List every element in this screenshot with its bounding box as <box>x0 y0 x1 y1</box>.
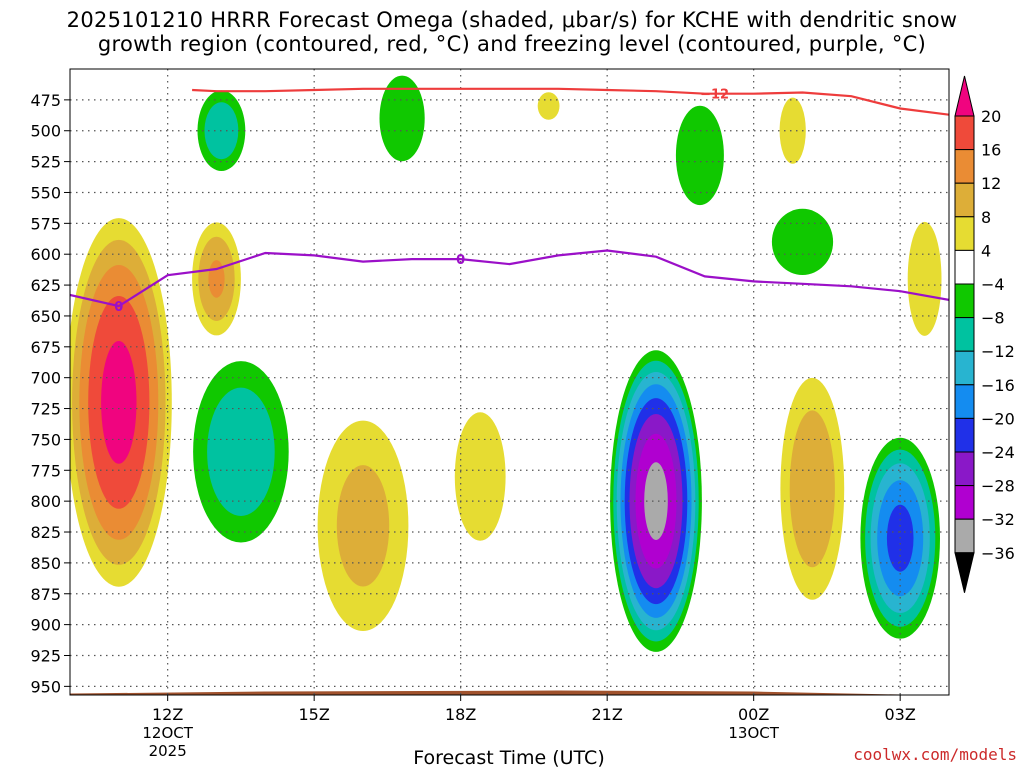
colorbar-label-0: 20 <box>981 107 1001 126</box>
colorbar-bin-11 <box>954 451 975 487</box>
x-tick-label-21: 21Z <box>592 705 623 724</box>
y-tick-label-800: 800 <box>30 492 61 511</box>
dgz-minus12c-line <box>192 87 949 116</box>
omega-region-2-level-3 <box>208 260 225 298</box>
colorbar-bin-12 <box>954 485 975 520</box>
colorbar-label-10: −24 <box>981 443 1015 462</box>
chart-title-line-2: growth region (contoured, red, °C) and f… <box>97 32 927 56</box>
y-tick-label-575: 575 <box>30 214 61 233</box>
colorbar-label-9: −20 <box>981 409 1015 428</box>
dgz-minus12c-line-label-0: −12 <box>700 88 729 103</box>
x-axis-label: Forecast Time (UTC) <box>413 747 604 768</box>
y-tick-label-750: 750 <box>30 430 61 449</box>
omega-region-8-level-1 <box>779 97 806 164</box>
y-tick-label-600: 600 <box>30 245 61 264</box>
omega-region-4-level-1 <box>454 412 506 541</box>
y-tick-label-475: 475 <box>30 91 61 110</box>
omega-region-11-level-2 <box>207 387 275 516</box>
omega-region-15-level-1 <box>771 208 834 275</box>
freezing-level-0c-line <box>70 249 949 308</box>
y-tick-label-875: 875 <box>30 585 61 604</box>
colorbar-bin-10 <box>954 417 975 453</box>
x-tick-label-24: 00Z <box>738 705 769 724</box>
colorbar-label-13: −36 <box>981 544 1015 563</box>
x-tick-label-18: 18Z <box>445 705 476 724</box>
y-tick-label-725: 725 <box>30 400 61 419</box>
colorbar-label-8: −16 <box>981 376 1015 395</box>
omega-region-12-level-1 <box>379 75 425 162</box>
omega-region-9-level-8 <box>644 462 668 540</box>
colorbar-bin-13 <box>954 518 975 554</box>
plot-frame <box>69 68 950 696</box>
omega-region-7-level-1 <box>907 221 942 336</box>
y-tick-label-825: 825 <box>30 523 61 542</box>
y-tick-label-625: 625 <box>30 276 61 295</box>
colorbar-label-7: −12 <box>981 342 1015 361</box>
x-tick-sublabel-24-0: 13OCT <box>728 724 779 742</box>
omega-region-3-level-2 <box>336 465 390 587</box>
omega-region-6-level-2 <box>789 410 835 568</box>
colorbar-bin-8 <box>954 350 975 386</box>
x-tick-label-12: 12Z <box>152 705 183 724</box>
y-tick-label-950: 950 <box>30 677 61 696</box>
terrain-ground <box>70 690 949 695</box>
x-tick-label-15: 15Z <box>299 705 330 724</box>
y-tick-label-925: 925 <box>30 646 61 665</box>
colorbar-bin-9 <box>954 384 975 419</box>
colorbar-label-3: 8 <box>981 208 991 227</box>
y-tick-label-900: 900 <box>30 616 61 635</box>
colorbar-label-5: −4 <box>981 275 1005 294</box>
colorbar-bin-6 <box>954 283 975 319</box>
colorbar-bin-5 <box>954 249 975 285</box>
y-tick-label-525: 525 <box>30 153 61 172</box>
x-tick-sublabel-12-0: 12OCT <box>142 724 193 742</box>
colorbar-top-arrow <box>954 75 975 117</box>
colorbar-label-6: −8 <box>981 309 1005 328</box>
y-tick-label-675: 675 <box>30 338 61 357</box>
y-tick-label-700: 700 <box>30 369 61 388</box>
omega-region-14-level-1 <box>675 105 724 206</box>
y-tick-label-775: 775 <box>30 461 61 480</box>
omega-region-1-level-5 <box>101 341 137 464</box>
contour-lines: 0 0 −12 <box>70 87 949 315</box>
colorbar-label-11: −28 <box>981 477 1015 496</box>
y-tick-label-850: 850 <box>30 554 61 573</box>
y-tick-label-650: 650 <box>30 307 61 326</box>
y-axis: 475 500 525 550 575 600 625 650 675 700 725 750 775 8… <box>30 91 70 696</box>
colorbar-legend: 20 16 12 8 4 −4 −8 −12 −16 −20 −24 −28 −32 −36 <box>954 75 1015 593</box>
colorbar-bottom-arrow <box>954 552 975 593</box>
colorbar-bin-7 <box>954 317 975 352</box>
colorbar-label-1: 16 <box>981 141 1001 160</box>
omega-region-5-level-1 <box>537 92 560 120</box>
omega-shaded-field <box>70 75 949 695</box>
colorbar-bin-1 <box>954 115 975 151</box>
x-tick-label-27: 03Z <box>885 705 916 724</box>
colorbar-bin-3 <box>954 182 975 218</box>
chart-title-line-1: 2025101210 HRRR Forecast Omega (shaded, … <box>66 8 958 32</box>
colorbar-label-4: 4 <box>981 241 991 260</box>
freezing-level-0c-line-label-0: 0 <box>114 300 123 315</box>
freezing-level-0c-line-label-1: 0 <box>456 253 465 268</box>
x-tick-sublabel-12-1: 2025 <box>149 742 187 760</box>
colorbar-bin-2 <box>954 149 975 184</box>
gridlines <box>70 69 949 695</box>
credit-text: coolwx.com/models <box>853 745 1017 764</box>
y-tick-label-550: 550 <box>30 183 61 202</box>
colorbar-bin-4 <box>954 216 975 251</box>
y-tick-label-500: 500 <box>30 122 61 141</box>
colorbar-label-12: −32 <box>981 510 1015 529</box>
colorbar-label-2: 12 <box>981 174 1001 193</box>
